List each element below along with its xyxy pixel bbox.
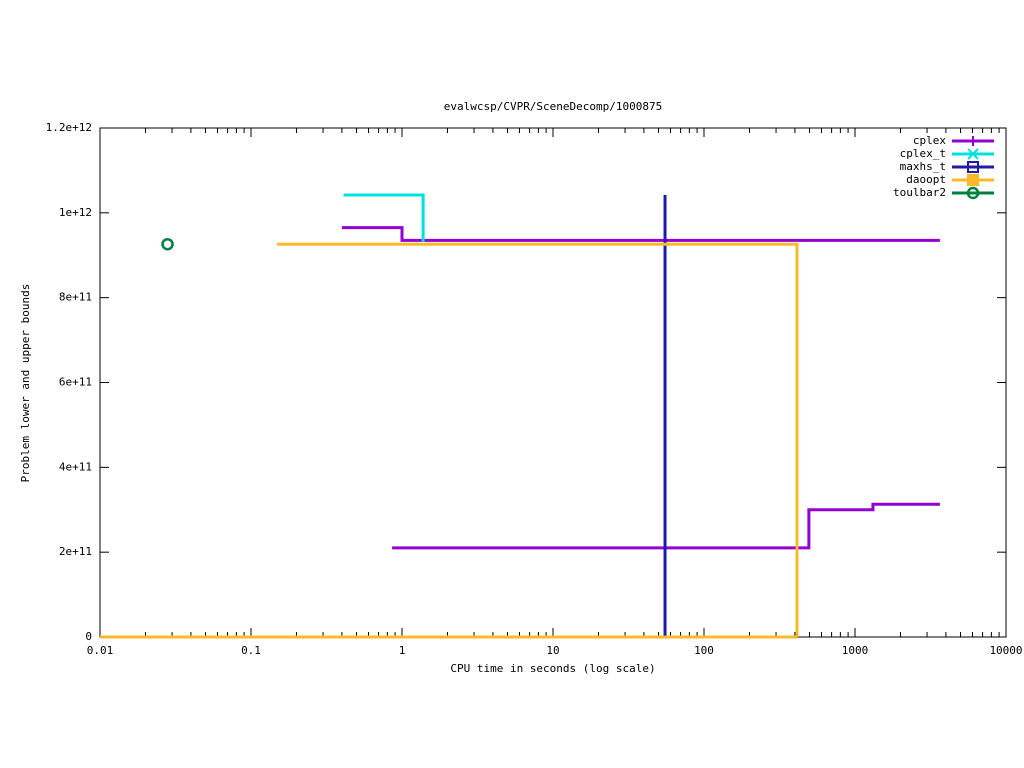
x-tick-label: 1: [399, 644, 406, 657]
x-tick-label: 1000: [842, 644, 869, 657]
series-line: [100, 242, 799, 639]
x-tick-label: 0.01: [87, 644, 114, 657]
legend-label: toulbar2: [893, 186, 946, 199]
x-tick-label: 100: [694, 644, 714, 657]
x-axis-label: CPU time in seconds (log scale): [450, 662, 655, 675]
x-tick-label: 10: [546, 644, 559, 657]
y-axis-label: Problem lower and upper bounds: [19, 284, 32, 483]
y-tick-label: 4e+11: [59, 460, 92, 473]
legend-marker: [967, 161, 979, 173]
x-tick-label: 0.1: [241, 644, 261, 657]
legend-label: daoopt: [906, 173, 946, 186]
data-point: [161, 237, 174, 251]
legend-marker: [967, 174, 979, 186]
legend-label: maxhs_t: [900, 160, 946, 173]
legend-marker: [967, 148, 979, 160]
chart-title: evalwcsp/CVPR/SceneDecomp/1000875: [444, 100, 663, 113]
legend-label: cplex: [913, 134, 946, 147]
y-tick-label: 0: [85, 630, 92, 643]
y-tick-label: 8e+11: [59, 291, 92, 304]
legend-marker: [966, 186, 980, 200]
legend-label: cplex_t: [900, 147, 946, 160]
y-tick-label: 1.2e+12: [46, 121, 92, 134]
y-tick-label: 6e+11: [59, 376, 92, 389]
x-tick-label: 10000: [989, 644, 1022, 657]
y-tick-label: 2e+11: [59, 545, 92, 558]
series-line: [341, 226, 940, 550]
y-tick-label: 1e+12: [59, 206, 92, 219]
legend-marker: [968, 136, 978, 146]
series-line: [343, 193, 425, 243]
